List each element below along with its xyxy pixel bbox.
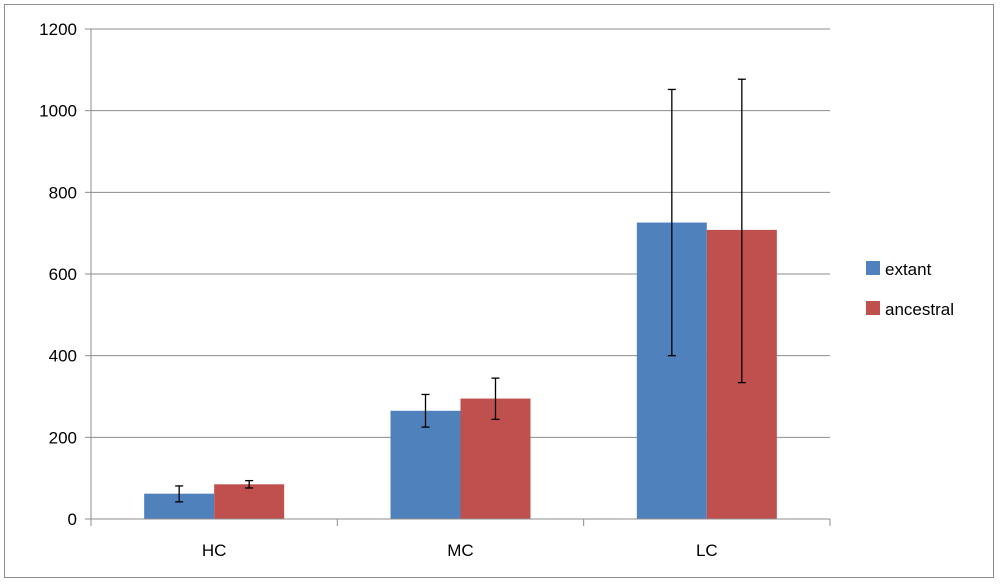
legend-label-ancestral: ancestral	[885, 300, 954, 319]
bars	[144, 222, 777, 520]
y-tick-label: 1000	[39, 102, 77, 121]
legend-swatch-extant	[866, 261, 880, 275]
y-tick-label: 600	[49, 265, 77, 284]
x-category-label: MC	[447, 541, 473, 560]
x-category-label: LC	[696, 541, 718, 560]
legend: extant ancestral	[866, 260, 954, 319]
bar-ancestral-HC	[214, 484, 285, 519]
x-category-label: HC	[202, 541, 227, 560]
y-tick-label: 400	[49, 347, 77, 366]
bar-extant-MC	[390, 410, 461, 519]
legend-label-extant: extant	[885, 260, 932, 279]
y-tick-label: 200	[49, 428, 77, 447]
axes: 0 200 400 600 800 1000 1200 HC MC LC	[39, 20, 831, 560]
y-tick-label: 1200	[39, 20, 77, 39]
y-tick-label: 800	[49, 183, 77, 202]
error-bars	[175, 78, 746, 503]
legend-swatch-ancestral	[866, 301, 880, 315]
y-tick-label: 0	[68, 510, 77, 529]
